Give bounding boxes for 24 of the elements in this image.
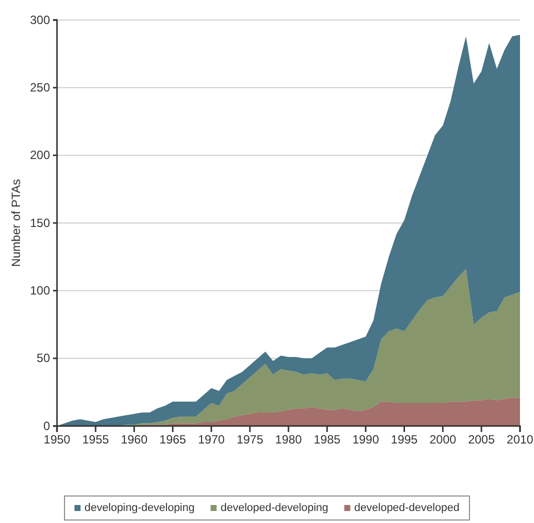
y-tick-label: 100 — [30, 284, 50, 298]
legend-label: developed-developing — [220, 502, 328, 514]
y-tick-label: 250 — [30, 80, 50, 95]
x-tick-label: 2005 — [468, 432, 496, 447]
x-tick-label: 1955 — [82, 432, 110, 447]
x-tick-label: 2000 — [429, 432, 457, 447]
x-tick-label: 1980 — [275, 432, 302, 447]
x-tick-label: 1995 — [390, 432, 418, 447]
x-tick-label: 1975 — [236, 432, 264, 447]
x-tick-label: 1960 — [120, 432, 148, 447]
y-tick-label: 0 — [43, 418, 50, 433]
legend-label: developed-developed — [354, 502, 460, 514]
y-tick-label: 50 — [36, 351, 50, 366]
x-tick-label: 1985 — [314, 432, 341, 447]
x-tick-label: 1990 — [352, 432, 380, 447]
legend-label: developing-developing — [84, 502, 195, 514]
x-tick-label: 1950 — [44, 432, 71, 447]
x-tick-label: 1965 — [159, 432, 186, 447]
x-tick-label: 2010 — [506, 432, 534, 447]
x-tick-label: 1970 — [198, 432, 226, 447]
y-tick-label: 200 — [30, 148, 50, 162]
y-tick-label: 150 — [30, 216, 50, 230]
y-axis-title: Number of PTAs — [9, 179, 23, 267]
y-tick-label: 300 — [30, 12, 50, 27]
